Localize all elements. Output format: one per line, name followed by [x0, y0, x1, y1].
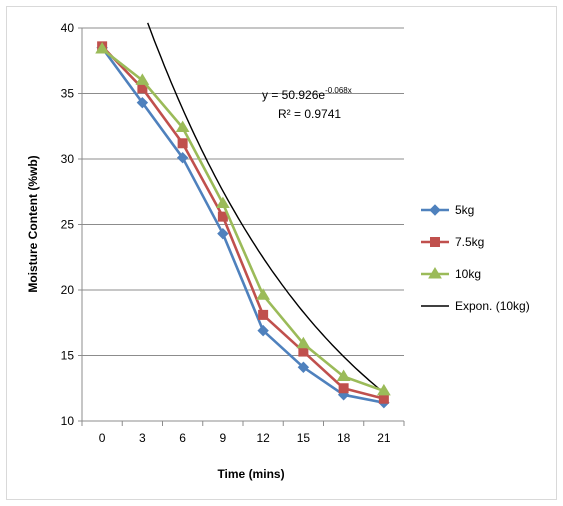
- x-tick-label-15: 15: [297, 431, 311, 445]
- y-tick-label-10: 10: [61, 414, 75, 428]
- r-squared-label: R² = 0.9741: [278, 107, 341, 121]
- legend-label-10kg: 10kg: [455, 267, 481, 281]
- point-5kg-t12: [257, 324, 269, 337]
- point-10kg-t0: [95, 41, 110, 54]
- point-5kg-t15: [297, 361, 310, 373]
- series-layer: [95, 41, 391, 409]
- x-tick-label-18: 18: [337, 431, 351, 445]
- y-tick-label-35: 35: [61, 87, 75, 101]
- point-10kg-t3: [135, 73, 150, 85]
- point-7-5kg-t15: [298, 346, 309, 357]
- x-tick-labels: 0 3 6 9 12 15 18 21: [99, 431, 391, 445]
- legend-marker-7-5kg: [430, 237, 440, 247]
- point-10kg-t21: [376, 383, 391, 396]
- y-tick-label-40: 40: [61, 21, 75, 35]
- point-7-5kg-t21: [378, 393, 389, 404]
- point-7-5kg-t12: [258, 309, 269, 320]
- y-tick-label-30: 30: [61, 152, 75, 166]
- y-tick-label-20: 20: [61, 283, 75, 297]
- legend-label-5kg: 5kg: [455, 203, 474, 217]
- point-7-5kg-t18: [338, 383, 349, 394]
- y-axis-title: Moisture Content (%wb): [26, 155, 40, 292]
- y-tick-labels: 10 15 20 25 30 35 40: [61, 21, 75, 428]
- point-10kg-t9: [215, 196, 230, 209]
- point-5kg-t9: [217, 227, 229, 240]
- trendline-10kg: [147, 22, 383, 393]
- trend-equation: y = 50.926e-0.068x: [262, 86, 352, 102]
- point-10kg-t6: [175, 120, 190, 133]
- chart-frame: [6, 6, 557, 500]
- gridlines: [78, 27, 405, 426]
- point-10kg-t18: [336, 369, 351, 381]
- point-10kg-t12: [256, 288, 271, 300]
- legend-marker-5kg: [429, 204, 441, 216]
- point-7-5kg-t6: [177, 138, 188, 149]
- series-line-10kg: [101, 47, 385, 393]
- x-tick-label-12: 12: [256, 431, 270, 445]
- x-tick-label-21: 21: [377, 431, 391, 445]
- x-tick-label-6: 6: [179, 431, 186, 445]
- x-tick-label-9: 9: [220, 431, 227, 445]
- legend-marker-10kg: [428, 267, 442, 279]
- trend-equation-exponent: -0.068x: [325, 86, 352, 95]
- trend-equation-base: y = 50.926e: [262, 88, 325, 102]
- x-axis-title: Time (mins): [217, 467, 284, 481]
- point-5kg-t3: [136, 96, 149, 109]
- point-5kg-t6: [176, 151, 189, 164]
- trendline-layer: [147, 22, 383, 393]
- x-tick-label-0: 0: [99, 431, 106, 445]
- legend-label-7-5kg: 7.5kg: [455, 235, 484, 249]
- y-tick-label-25: 25: [61, 218, 75, 232]
- series-line-5kg: [101, 46, 385, 404]
- series-line-7-5kg: [101, 45, 385, 400]
- point-10kg-t15: [296, 336, 311, 349]
- x-tick-label-3: 3: [139, 431, 146, 445]
- legend-label-trendline: Expon. (10kg): [455, 299, 530, 313]
- legend: 5kg 7.5kg 10kg Expon. (10kg): [421, 203, 530, 313]
- y-tick-label-15: 15: [61, 349, 75, 363]
